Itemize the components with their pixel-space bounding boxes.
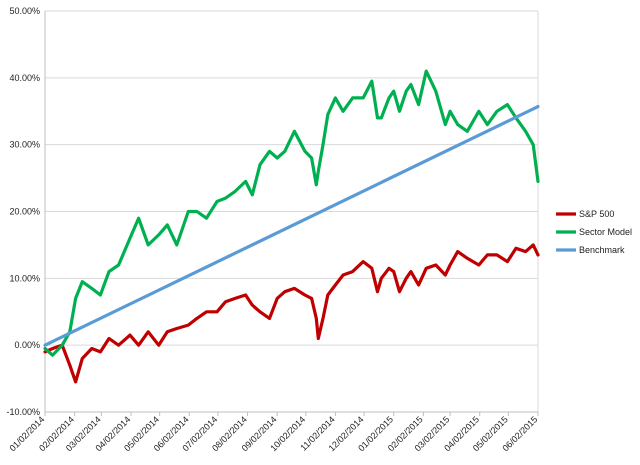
y-tick-label: 30.00% xyxy=(9,140,40,150)
legend-label-benchmark: Benchmark xyxy=(579,245,625,255)
legend: S&P 500 Sector Model Benchmark xyxy=(556,209,632,255)
y-tick-label: 10.00% xyxy=(9,273,40,283)
y-tick-label: 40.00% xyxy=(9,73,40,83)
gridlines xyxy=(45,10,538,413)
y-tick-label: -10.00% xyxy=(6,407,40,417)
series-lines xyxy=(43,69,540,384)
series-line-benchmark xyxy=(43,104,540,347)
series-line-s-p-500 xyxy=(43,243,540,384)
y-tick-label: 0.00% xyxy=(14,340,40,350)
series-line-sector-model xyxy=(43,69,540,357)
y-tick-label: 20.00% xyxy=(9,207,40,217)
legend-label-s-p-500: S&P 500 xyxy=(579,209,614,219)
axes: -10.00% 0.00% 10.00% 20.00% 30.00% 40.00% 50.0… xyxy=(6,6,539,453)
y-tick-label: 50.00% xyxy=(9,6,40,16)
legend-label-sector-model: Sector Model xyxy=(579,227,632,237)
